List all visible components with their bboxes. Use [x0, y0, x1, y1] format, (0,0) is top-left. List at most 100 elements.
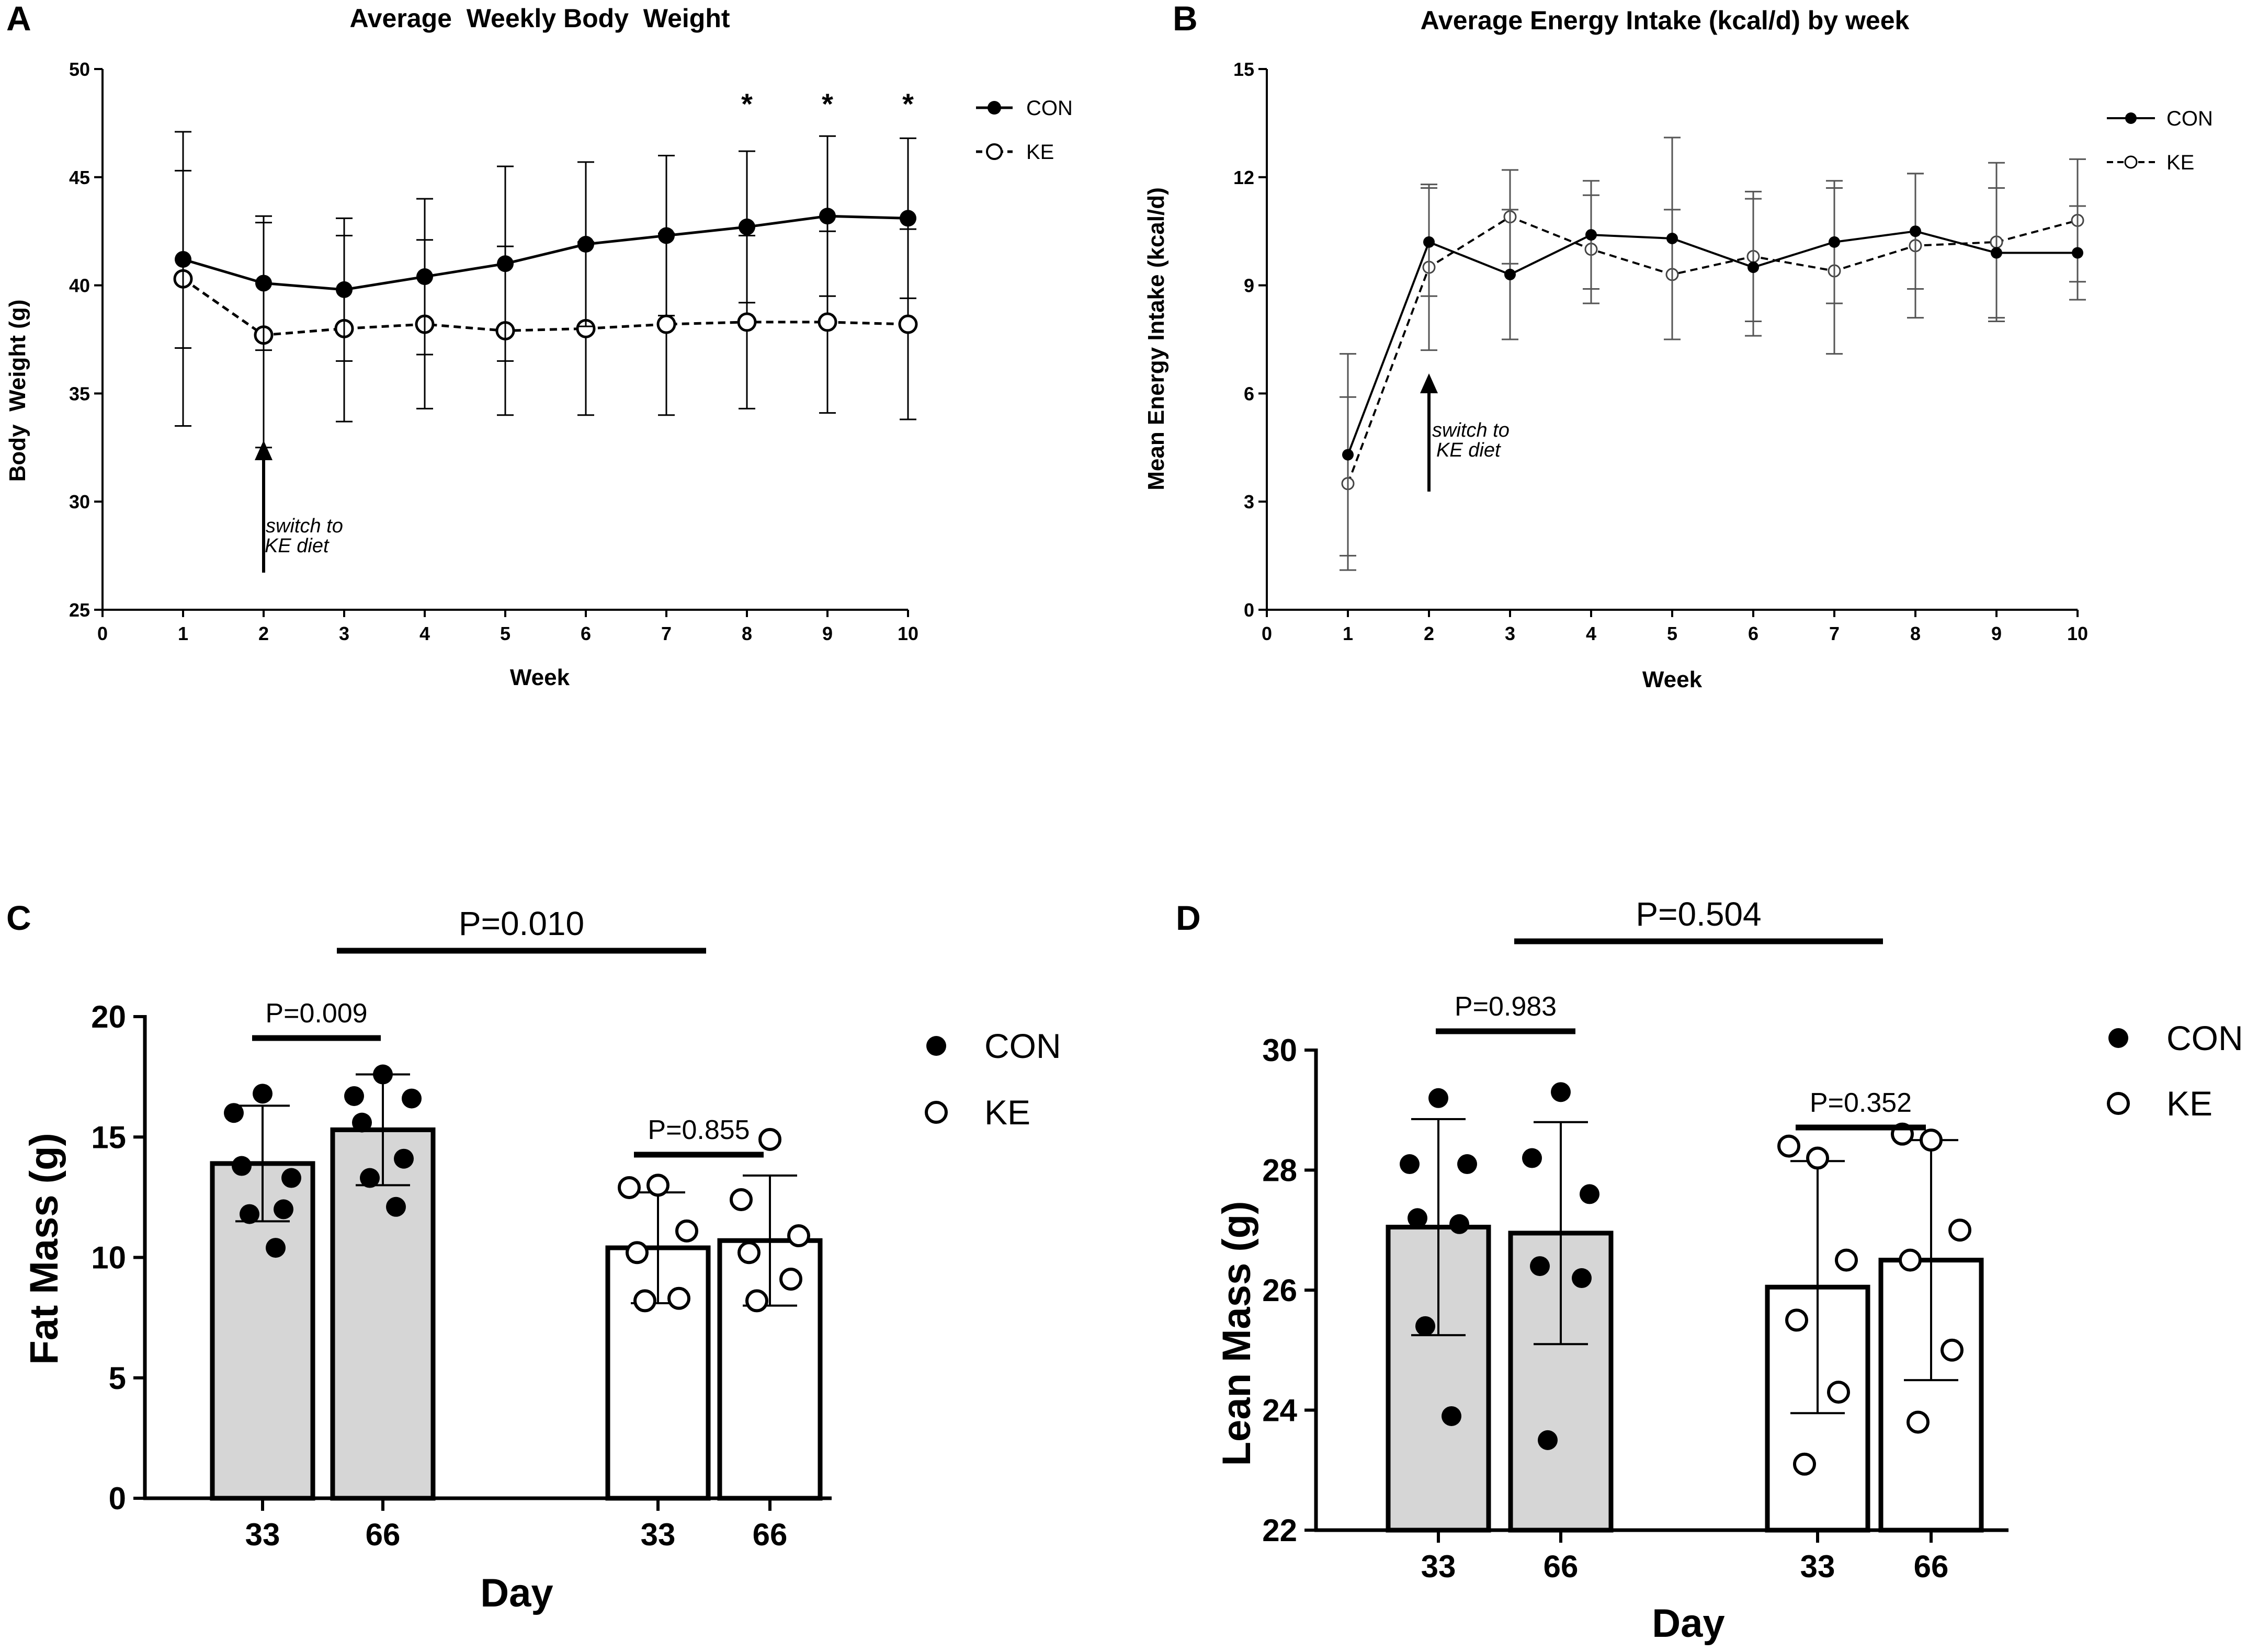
panel-b-x-tick-label: 4 [1586, 623, 1596, 644]
panel-a-con-point [416, 268, 433, 286]
panel-d-data-point [1572, 1268, 1592, 1289]
panel-d-data-point [1522, 1148, 1542, 1168]
panel-d-data-point [1400, 1154, 1420, 1175]
panel-b-switch-arrow-head [1420, 373, 1438, 393]
panel-d-pvalue-overall-label: P=0.504 [1636, 895, 1761, 933]
panel-c-x-tick-label: 66 [753, 1517, 788, 1552]
panel-d-x-axis-label: Day [1652, 1601, 1724, 1646]
panel-b-con-point [1585, 229, 1597, 241]
panel-d-data-point [1948, 1218, 1971, 1242]
panel-d-data-point [1899, 1248, 1922, 1272]
panel-b-legend-con-marker [2125, 112, 2137, 124]
panel-d-data-point [1793, 1452, 1816, 1476]
panel-c-data-point [618, 1176, 641, 1199]
panel-b-x-tick-label: 3 [1505, 623, 1515, 644]
panel-b-con-point [1342, 449, 1354, 461]
panel-c-data-point [360, 1168, 380, 1188]
panel-a-ke-line [182, 278, 909, 337]
panel-letter-b: B [1173, 0, 1198, 38]
panel-c-data-point [386, 1197, 406, 1217]
panel-b-con-point [1666, 232, 1678, 244]
panel-b-con-line [1347, 230, 2078, 455]
panel-a-x-tick-label: 5 [500, 623, 510, 644]
panel-a-x-tick-label: 9 [822, 623, 833, 644]
panel-a-x-tick-label: 7 [661, 623, 672, 644]
panel-d-y-tick-label: 22 [1262, 1513, 1297, 1548]
panel-a-x-tick-label: 6 [581, 623, 591, 644]
panel-d-legend-ke-marker [2107, 1092, 2130, 1115]
panel-a-y-tick-label: 50 [69, 59, 90, 80]
panel-c-data-point [633, 1289, 656, 1313]
panel-b-con-point [1829, 236, 1840, 248]
panel-d-legend-ke-label: KE [2166, 1084, 2212, 1123]
panel-c-x-tick-label: 33 [245, 1517, 280, 1552]
panel-letter-a: A [6, 0, 31, 38]
panel-c-data-point [626, 1241, 649, 1264]
panel-a-significance-marker: * [741, 87, 753, 120]
panel-a-con-point [739, 218, 755, 235]
panel-d-x-tick-label: 66 [1914, 1549, 1949, 1584]
panel-b-y-tick-label: 6 [1244, 383, 1254, 404]
panel-c-data-point [232, 1156, 252, 1176]
panel-d-data-point [1827, 1381, 1850, 1404]
panel-c-data-point [667, 1286, 690, 1310]
panel-b-y-tick-label: 15 [1233, 59, 1254, 80]
panel-c-data-point [373, 1064, 393, 1085]
panel-c-data-point [240, 1204, 259, 1224]
panel-c-y-tick-label: 5 [109, 1361, 126, 1396]
panel-d-data-point [1777, 1134, 1800, 1158]
panel-c-pvalue-con-label: P=0.009 [265, 998, 367, 1029]
panel-a-con-point [497, 255, 514, 272]
panel-c-data-point [266, 1238, 286, 1258]
panel-c-data-point [402, 1088, 422, 1109]
panel-c-data-point [737, 1241, 761, 1264]
panel-a-x-tick-label: 1 [178, 623, 188, 644]
panel-d-y-tick-label: 28 [1262, 1153, 1297, 1188]
panel-c-legend-ke-marker [925, 1101, 948, 1124]
panel-c-y-tick-label: 20 [91, 999, 126, 1034]
panel-b-x-tick-label: 7 [1829, 623, 1840, 644]
panel-c-data-point [745, 1289, 768, 1313]
panel-b-con-point [1910, 225, 1921, 237]
panel-a-x-tick-label: 4 [419, 623, 430, 644]
panel-c-data-point [646, 1174, 670, 1197]
panel-a-ke-point [737, 312, 757, 332]
panel-a-significance-marker: * [822, 87, 833, 120]
panel-a-ke-point [898, 314, 918, 334]
panel-a-x-tick-label: 2 [258, 623, 269, 644]
panel-d-y-tick-label: 24 [1262, 1393, 1297, 1428]
panel-a-annotation-line2: KE diet [265, 535, 330, 557]
panel-d-data-point [1442, 1406, 1461, 1426]
panel-c-y-axis-label: Fat Mass (g) [22, 1133, 66, 1364]
panel-d-data-point [1408, 1208, 1427, 1228]
panel-c: C Day Fat Mass (g) CON KE 0 5 10 15 20 33 66 33… [6, 898, 1061, 1615]
panel-c-x-tick-label: 33 [641, 1517, 676, 1552]
panel-d-data-point [1920, 1129, 1943, 1152]
panel-c-legend-con-label: CON [984, 1027, 1061, 1065]
panel-d-data-point [1530, 1256, 1550, 1277]
panel-a-annotation-line1: switch to [266, 515, 343, 537]
panel-a-y-tick-label: 30 [69, 491, 90, 512]
panel-a-y-tick-label: 40 [69, 275, 90, 297]
panel-a-x-tick-label: 0 [97, 623, 108, 644]
panel-b-x-axis-label: Week [1642, 667, 1703, 692]
panel-a-y-tick-label: 25 [69, 599, 90, 621]
panel-a-x-tick-label: 10 [898, 623, 918, 644]
panel-d-legend-con-label: CON [2166, 1019, 2243, 1057]
panel-c-data-point [224, 1103, 244, 1123]
panel-d-data-point [1941, 1338, 1964, 1362]
panel-b-y-tick-label: 12 [1233, 167, 1254, 188]
panel-a-con-point [336, 281, 353, 298]
panel-b-x-tick-label: 2 [1424, 623, 1434, 644]
panel-a-x-tick-label: 3 [339, 623, 349, 644]
panel-d-y-tick-label: 26 [1262, 1273, 1297, 1308]
panel-d-pvalue-ke-label: P=0.352 [1810, 1088, 1912, 1118]
panel-a-ke-point [818, 312, 837, 332]
panel-d-data-point [1785, 1308, 1808, 1332]
panel-b-x-tick-label: 0 [1262, 623, 1272, 644]
panel-c-data-point [344, 1086, 364, 1106]
panel-a-title: Average Weekly Body Weight [349, 4, 730, 33]
panel-d-data-point [1457, 1154, 1477, 1175]
panel-b-legend-ke-marker [2124, 155, 2138, 169]
panel-b-y-tick-label: 9 [1244, 275, 1254, 297]
